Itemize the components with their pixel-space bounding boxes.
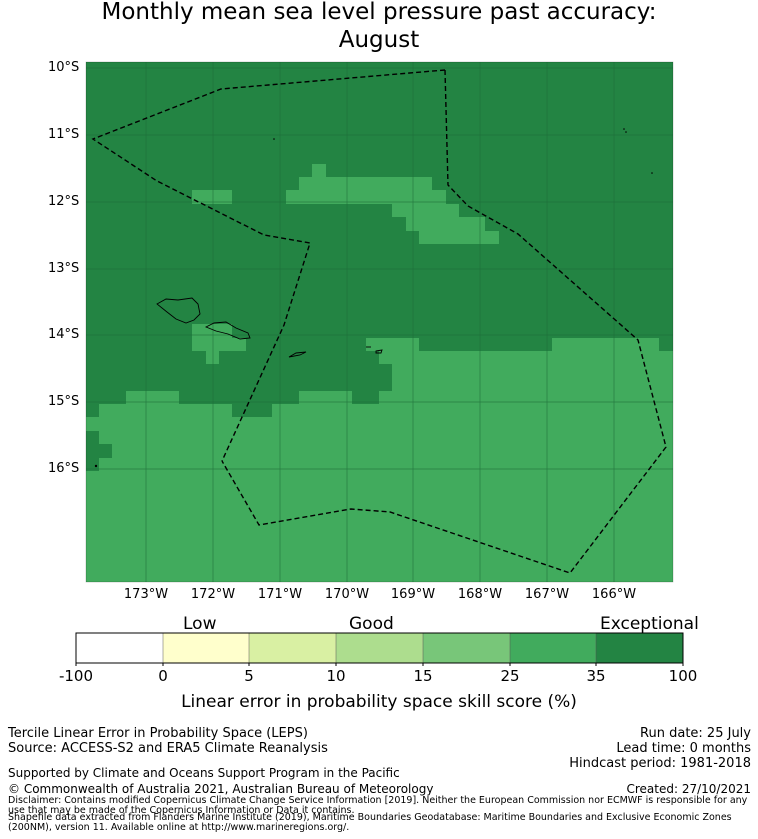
- map-gridlines: [86, 62, 673, 582]
- lat-label: 12°S: [48, 194, 80, 209]
- footer-lead-time: Lead time: 0 months: [616, 741, 751, 756]
- colorbar-category-good: Good: [349, 614, 394, 634]
- colorbar-tick: -100: [58, 667, 94, 685]
- colorbar-tick: 100: [668, 667, 698, 685]
- footer-run-date: Run date: 25 July: [640, 726, 751, 741]
- eez-boundary-samoa: [91, 69, 446, 462]
- lat-label: 14°S: [48, 327, 80, 342]
- region-high-small: [192, 190, 232, 204]
- colorbar-swatch: [423, 633, 510, 663]
- footer-disclaimer: Disclaimer: Contains modified Copernicus…: [8, 795, 748, 816]
- island-dot: [625, 131, 627, 133]
- footer-created: Created: 27/10/2021: [626, 782, 751, 796]
- map-frame: [85, 61, 674, 583]
- lat-label: 11°S: [48, 127, 80, 142]
- region-exceptional-bit: [86, 431, 99, 471]
- colorbar-category-exceptional: Exceptional: [600, 614, 699, 634]
- colorbar-tick: 10: [326, 667, 346, 685]
- region-high-north: [286, 164, 499, 244]
- island-manua: [375, 349, 383, 354]
- colorbar-category-low: Low: [183, 614, 217, 634]
- colorbar-swatch: [510, 633, 596, 663]
- eez-boundaries: [91, 69, 667, 574]
- lat-label: 13°S: [48, 261, 80, 276]
- footer-shapefile: Shapefile data extracted from Flanders M…: [8, 812, 732, 833]
- colorbar-tick: 35: [586, 667, 606, 685]
- footer-source: Source: ACCESS-S2 and ERA5 Climate Reana…: [8, 741, 328, 756]
- lon-label: 167°W: [524, 587, 570, 602]
- island-dot: [651, 172, 653, 174]
- colorbar-label: Linear error in probability space skill …: [181, 692, 577, 712]
- lon-label: 172°W: [190, 587, 236, 602]
- colorbar-swatch: [249, 633, 336, 663]
- region-high-samoa: [192, 324, 246, 364]
- lon-label: 166°W: [591, 587, 637, 602]
- island-dot: [623, 128, 625, 130]
- colorbar-tick: 5: [244, 667, 254, 685]
- lon-label: 168°W: [457, 587, 503, 602]
- island-dot: [273, 138, 275, 140]
- lon-label: 173°W: [123, 587, 169, 602]
- island-dot: [94, 464, 98, 468]
- region-high-south: [86, 338, 673, 582]
- title-line-1: Monthly mean sea level pressure past acc…: [101, 0, 657, 25]
- colorbar-swatch: [163, 633, 249, 663]
- islands: [156, 297, 383, 358]
- lon-label: 170°W: [324, 587, 370, 602]
- footer-method: Tercile Linear Error in Probability Spac…: [8, 726, 308, 741]
- lon-label: 171°W: [257, 587, 303, 602]
- title-line-2: August: [338, 27, 420, 53]
- lon-label: 169°W: [390, 587, 436, 602]
- skill-map: [85, 61, 674, 583]
- lat-label: 10°S: [48, 60, 80, 75]
- footer-copyright: © Commonwealth of Australia 2021, Austra…: [8, 782, 434, 796]
- lat-label: 16°S: [48, 461, 80, 476]
- colorbar-swatch: [336, 633, 423, 663]
- island-upolu: [204, 321, 251, 340]
- colorbar-tick: 0: [158, 667, 168, 685]
- colorbar-tick: 25: [500, 667, 520, 685]
- lat-label: 15°S: [48, 394, 80, 409]
- colorbar-tick: 15: [413, 667, 433, 685]
- island-savaii: [156, 297, 201, 324]
- region-exceptional-bit: [99, 444, 112, 458]
- colorbar-swatch: [596, 633, 683, 663]
- chart-title: Monthly mean sea level pressure past acc…: [0, 0, 758, 54]
- colorbar: [75, 632, 684, 666]
- eez-boundary-american-samoa: [221, 69, 667, 574]
- island-tutuila: [288, 351, 307, 358]
- footer-support: Supported by Climate and Oceans Support …: [8, 766, 400, 780]
- footer-hindcast: Hindcast period: 1981-2018: [569, 756, 751, 771]
- colorbar-swatch: [76, 633, 163, 663]
